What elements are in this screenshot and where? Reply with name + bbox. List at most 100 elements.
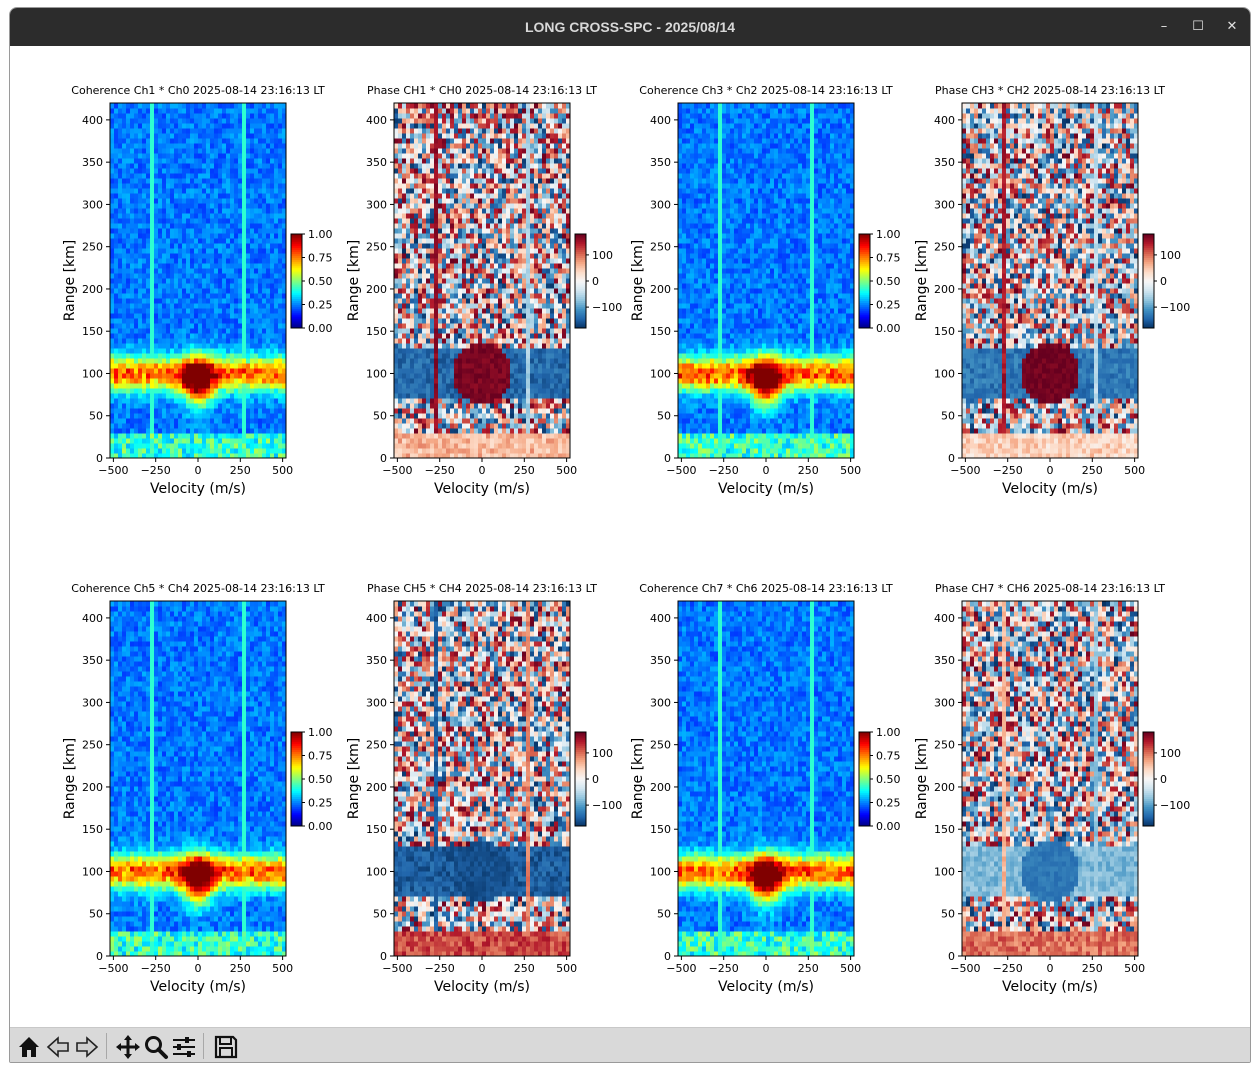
subplot-title: Phase CH1 * CH0 2025-08-14 23:16:13 LT	[367, 84, 597, 97]
subplot-6[interactable]: Phase CH5 * CH4 2025-08-14 23:16:13 LT−5…	[346, 582, 622, 995]
y-tick-label: 400	[82, 114, 103, 127]
y-tick-label: 150	[82, 823, 103, 836]
x-tick-label: 500	[272, 962, 293, 975]
x-tick-label: −250	[709, 962, 739, 975]
y-axis-label: Range [km]	[914, 240, 930, 322]
colorbar-tick-label: 0	[1160, 275, 1167, 288]
x-tick-label: −500	[950, 464, 980, 477]
save-button[interactable]	[211, 1032, 239, 1060]
subplot-4[interactable]: Phase CH3 * CH2 2025-08-14 23:16:13 LT −5…	[914, 84, 1190, 497]
subplot-title: Phase CH3 * CH2 2025-08-14 23:16:13 LT	[935, 84, 1165, 97]
y-tick-label: 300	[366, 696, 387, 709]
close-button[interactable]: ✕	[1218, 14, 1246, 40]
x-tick-label: 0	[479, 962, 486, 975]
colorbar-tick-label: 100	[592, 747, 613, 760]
colorbar-tick-label: −100	[592, 301, 622, 314]
toolbar-separator	[203, 1033, 204, 1059]
toolbar-separator	[106, 1033, 107, 1059]
colorbar-tick-label: 0	[592, 275, 599, 288]
x-tick-label: −500	[666, 962, 696, 975]
y-tick-label: 150	[366, 325, 387, 338]
colorbar-tick-label: −100	[592, 799, 622, 812]
colorbar-tick-label: 0.75	[308, 252, 333, 265]
y-tick-label: 150	[366, 823, 387, 836]
x-tick-label: −250	[141, 464, 171, 477]
y-tick-label: 100	[366, 865, 387, 878]
y-tick-label: 400	[934, 114, 955, 127]
x-axis-label: Velocity (m/s)	[1002, 481, 1098, 497]
colorbar-tick-label: 1.00	[308, 726, 333, 739]
y-axis-label: Range [km]	[62, 738, 78, 820]
x-tick-label: 500	[840, 464, 861, 477]
colorbar: 0.000.250.500.751.00	[859, 726, 901, 833]
y-tick-label: 100	[934, 865, 955, 878]
x-tick-label: 500	[1124, 464, 1145, 477]
colorbar-tick-label: 1.00	[876, 726, 901, 739]
y-tick-label: 400	[650, 114, 671, 127]
y-tick-label: 400	[934, 612, 955, 625]
subplot-7[interactable]: Coherence Ch7 * Ch6 2025-08-14 23:16:13 …	[630, 582, 901, 995]
x-tick-label: 0	[1047, 464, 1054, 477]
pan-button[interactable]	[113, 1032, 141, 1060]
y-tick-label: 350	[366, 654, 387, 667]
configure-subplots-button[interactable]	[169, 1032, 197, 1060]
y-tick-label: 300	[934, 696, 955, 709]
y-tick-label: 250	[366, 241, 387, 254]
x-tick-label: −500	[98, 962, 128, 975]
colorbar-tick-label: 100	[1160, 747, 1181, 760]
forward-button[interactable]	[72, 1032, 100, 1060]
colorbar-tick-label: 0	[592, 773, 599, 786]
colorbar-tick-label: 1.00	[308, 228, 333, 241]
colorbar-tick-label: 0.25	[308, 299, 333, 312]
back-button[interactable]	[43, 1032, 71, 1060]
y-tick-label: 200	[934, 781, 955, 794]
subplot-3[interactable]: Coherence Ch3 * Ch2 2025-08-14 23:16:13 …	[630, 84, 901, 497]
colorbar-tick-label: 100	[592, 249, 613, 262]
x-tick-label: −250	[709, 464, 739, 477]
heatmap-image	[394, 601, 571, 957]
colorbar: 0.000.250.500.751.00	[859, 228, 901, 335]
subplot-title: Coherence Ch5 * Ch4 2025-08-14 23:16:13 …	[71, 582, 325, 595]
y-axis-label: Range [km]	[630, 240, 646, 322]
y-tick-label: 300	[82, 198, 103, 211]
y-tick-label: 50	[941, 908, 955, 921]
zoom-icon	[142, 1033, 170, 1061]
navigation-toolbar	[10, 1027, 1250, 1063]
minimize-button[interactable]: –	[1150, 14, 1178, 40]
app-window: LONG CROSS-SPC - 2025/08/14 – ☐ ✕ Cohere…	[9, 7, 1251, 1063]
colorbar-tick-label: 0.00	[876, 322, 901, 335]
y-tick-label: 0	[664, 452, 671, 465]
subplot-2[interactable]: Phase CH1 * CH0 2025-08-14 23:16:13 LT−5…	[346, 84, 622, 497]
x-axis-label: Velocity (m/s)	[434, 979, 530, 995]
colorbar-tick-label: 1.00	[876, 228, 901, 241]
title-bar[interactable]: LONG CROSS-SPC - 2025/08/14 – ☐ ✕	[10, 8, 1250, 46]
x-tick-label: −250	[993, 464, 1023, 477]
maximize-button[interactable]: ☐	[1184, 14, 1212, 40]
y-tick-label: 350	[82, 156, 103, 169]
y-tick-label: 300	[934, 198, 955, 211]
y-tick-label: 350	[934, 156, 955, 169]
colorbar-tick-label: 0.50	[876, 275, 901, 288]
colorbar-tick-label: 0.75	[308, 750, 333, 763]
subplot-5[interactable]: Coherence Ch5 * Ch4 2025-08-14 23:16:13 …	[62, 582, 333, 995]
zoom-button[interactable]	[141, 1032, 169, 1060]
y-tick-label: 100	[650, 865, 671, 878]
subplot-title: Phase CH7 * CH6 2025-08-14 23:16:13 LT	[935, 582, 1165, 595]
heatmap-image	[678, 601, 855, 957]
y-axis-label: Range [km]	[346, 240, 362, 322]
y-tick-label: 200	[366, 283, 387, 296]
forward-arrow-icon	[73, 1033, 101, 1061]
colorbar-tick-label: 0.75	[876, 750, 901, 763]
y-tick-label: 0	[96, 950, 103, 963]
colorbar-tick-label: 0.50	[876, 773, 901, 786]
heatmap-image	[962, 103, 1139, 459]
subplot-1[interactable]: Coherence Ch1 * Ch0 2025-08-14 23:16:13 …	[62, 84, 333, 497]
y-tick-label: 250	[82, 241, 103, 254]
y-tick-label: 300	[82, 696, 103, 709]
home-button[interactable]	[14, 1032, 42, 1060]
plot-canvas[interactable]: Coherence Ch1 * Ch0 2025-08-14 23:16:13 …	[10, 46, 1250, 1026]
subplot-8[interactable]: Phase CH7 * CH6 2025-08-14 23:16:13 LT−5…	[914, 582, 1190, 995]
y-tick-label: 50	[941, 410, 955, 423]
y-tick-label: 300	[366, 198, 387, 211]
x-tick-label: 250	[1082, 464, 1103, 477]
